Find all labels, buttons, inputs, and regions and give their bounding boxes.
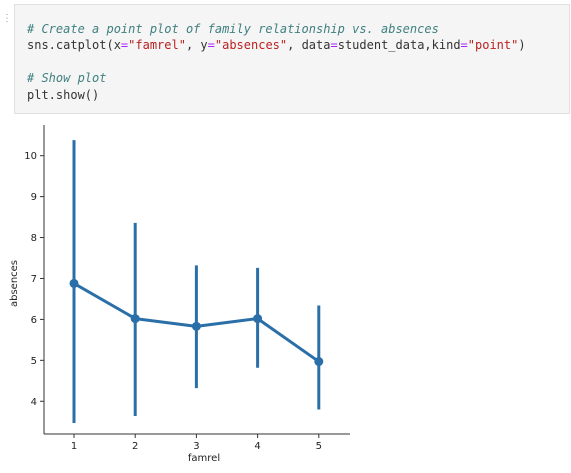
data-point: [130, 314, 140, 324]
code-token: , y: [185, 38, 208, 53]
code-token: =: [120, 38, 129, 53]
data-points: [69, 278, 324, 367]
code-token: "famrel": [128, 38, 186, 53]
code-token: student_data,kind: [337, 38, 461, 53]
data-point: [191, 321, 201, 331]
x-axis-label: famrel: [188, 453, 220, 464]
code-token: "point": [467, 38, 519, 53]
y-tick-label: 10: [24, 151, 37, 162]
y-axis-ticks: 4 5 6 7 8 9 10: [24, 151, 44, 408]
y-tick-label: 6: [31, 315, 37, 326]
x-tick-label: 2: [132, 441, 138, 452]
code-token: =: [207, 38, 215, 53]
y-tick-label: 4: [31, 397, 37, 408]
code-token: =: [330, 38, 338, 53]
code-line: plt.show(): [27, 87, 526, 103]
code-line: [27, 54, 526, 70]
code-editor[interactable]: # Create a point plot of family relation…: [27, 21, 526, 103]
data-point: [253, 314, 263, 324]
code-token: # Show plot: [27, 71, 107, 86]
data-point: [69, 278, 79, 288]
x-tick-label: 1: [71, 441, 77, 452]
data-point: [314, 357, 324, 367]
x-tick-label: 3: [193, 441, 199, 452]
x-tick-label: 4: [254, 441, 260, 452]
code-cell[interactable]: # Create a point plot of family relation…: [14, 4, 570, 114]
axes-spines: [43, 125, 350, 435]
code-token: # Create a point plot of family relation…: [27, 22, 439, 36]
x-tick-label: 5: [316, 441, 322, 452]
point-plot: 4 5 6 7 8 9 10 1 2 3 4 5 famrel absences: [9, 125, 350, 464]
code-token: plt.show(): [27, 87, 100, 102]
code-line: # Show plot: [27, 70, 526, 86]
y-axis-label: absences: [9, 260, 20, 307]
y-tick-label: 9: [31, 192, 37, 203]
code-token: ): [518, 38, 526, 53]
code-token: "absences": [214, 38, 288, 53]
code-token: , data: [287, 38, 331, 53]
y-tick-label: 5: [31, 356, 37, 367]
cell-gutter[interactable]: ⋮: [0, 0, 14, 118]
x-axis-ticks: 1 2 3 4 5: [71, 434, 322, 452]
y-tick-label: 7: [31, 274, 37, 285]
code-token: =: [460, 38, 468, 53]
y-tick-label: 8: [31, 233, 37, 244]
code-line: sns.catplot(x="famrel", y="absences", da…: [27, 37, 526, 53]
plot-output: 4 5 6 7 8 9 10 1 2 3 4 5 famrel absences: [0, 118, 571, 468]
code-line: # Create a point plot of family relation…: [27, 21, 526, 37]
code-token: sns.catplot(x: [27, 38, 121, 53]
cell-drag-handle-icon[interactable]: ⋮: [2, 13, 12, 24]
error-bars: [72, 140, 321, 423]
